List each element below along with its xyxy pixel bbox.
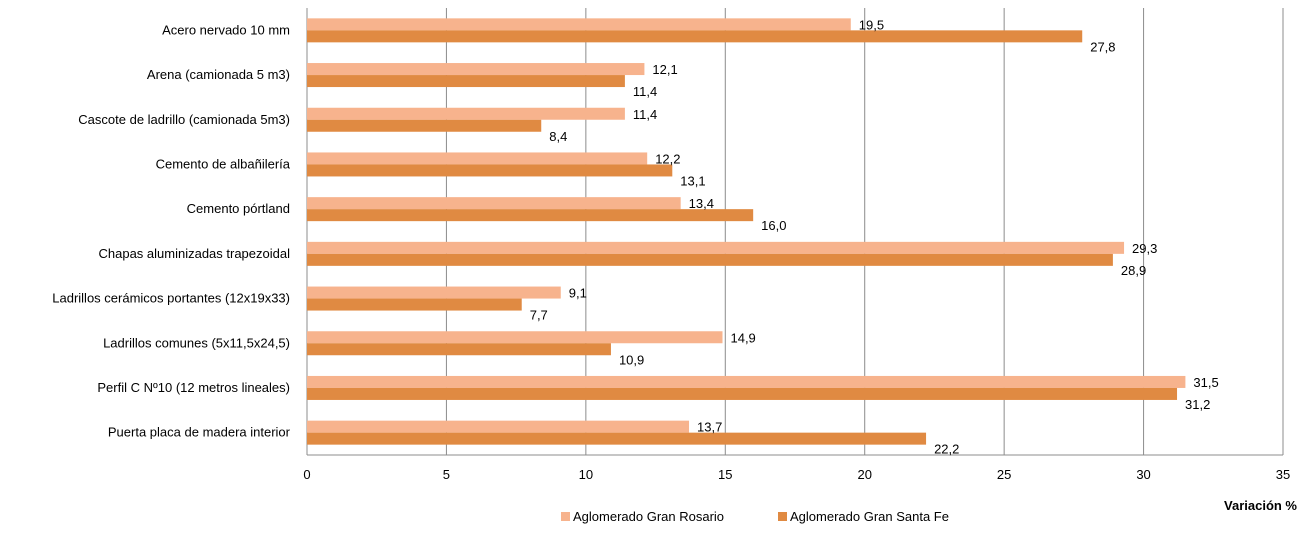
data-label-rosario-3: 12,2 [655,151,680,166]
bar-santa-fe-8 [307,387,1178,400]
data-label-rosario-5: 29,3 [1132,241,1157,256]
category-label-6: Ladrillos cerámicos portantes (12x19x33) [52,291,290,306]
legend: Aglomerado Gran Rosario Aglomerado Gran … [561,509,949,524]
data-label-santa-fe-1: 11,4 [633,84,657,99]
data-label-santa-fe-8: 31,2 [1185,397,1210,412]
bar-santa-fe-9 [307,432,927,445]
bar-santa-fe-4 [307,209,754,222]
category-label-9: Puerta placa de madera interior [108,425,291,440]
bar-rosario-3 [307,152,648,165]
bar-rosario-2 [307,107,625,120]
legend-label-santa-fe: Aglomerado Gran Santa Fe [790,509,949,524]
category-label-3: Cemento de albañilería [156,156,291,171]
bar-santa-fe-7 [307,343,611,356]
data-label-rosario-9: 13,7 [697,420,722,435]
x-tick-label-5: 25 [997,467,1011,482]
legend-label-rosario: Aglomerado Gran Rosario [573,509,724,524]
x-tick-label-7: 35 [1276,467,1290,482]
data-label-santa-fe-7: 10,9 [619,352,644,367]
data-label-rosario-2: 11,4 [633,107,657,122]
category-label-8: Perfil C Nº10 (12 metros lineales) [97,380,290,395]
bar-rosario-0 [307,18,851,31]
bar-rosario-5 [307,241,1125,254]
bar-rosario-6 [307,286,561,299]
legend-swatch-santa-fe [778,512,787,521]
data-label-rosario-0: 19,5 [859,17,884,32]
x-tick-label-0: 0 [303,467,310,482]
data-label-santa-fe-5: 28,9 [1121,263,1146,278]
category-label-4: Cemento pórtland [187,201,290,216]
bar-santa-fe-2 [307,119,542,132]
x-tick-label-6: 30 [1136,467,1150,482]
bar-santa-fe-6 [307,298,522,311]
data-label-santa-fe-4: 16,0 [761,218,786,233]
data-label-rosario-8: 31,5 [1193,375,1218,390]
data-label-rosario-4: 13,4 [689,196,714,211]
bar-santa-fe-3 [307,164,673,177]
bar-rosario-1 [307,63,645,76]
category-label-5: Chapas aluminizadas trapezoidal [98,246,290,261]
bar-rosario-8 [307,375,1186,388]
bars-layer [307,18,1186,445]
data-label-santa-fe-6: 7,7 [530,308,548,323]
data-label-rosario-1: 12,1 [652,62,677,77]
category-label-7: Ladrillos comunes (5x11,5x24,5) [103,335,290,350]
bar-santa-fe-1 [307,75,625,88]
x-tick-labels-layer: 0 5 10 15 20 25 30 35 [303,467,1290,482]
bar-santa-fe-5 [307,253,1113,266]
data-label-santa-fe-2: 8,4 [549,129,567,144]
bar-rosario-9 [307,420,690,433]
category-label-2: Cascote de ladrillo (camionada 5m3) [78,112,290,127]
category-label-0: Acero nervado 10 mm [162,22,290,37]
category-label-1: Arena (camionada 5 m3) [147,67,290,82]
x-tick-label-2: 10 [579,467,593,482]
bar-rosario-7 [307,331,723,344]
x-axis-title: Variación % [1224,498,1297,513]
data-labels-layer: 19,5 27,8 12,1 11,4 11,4 8,4 12,213,1 13,4 16,0 2… [530,17,1219,456]
legend-swatch-rosario [561,512,570,521]
data-label-santa-fe-9: 22,2 [934,442,959,457]
data-label-rosario-7: 14,9 [730,330,755,345]
x-tick-label-3: 15 [718,467,732,482]
data-label-santa-fe-3: 13,1 [680,173,705,188]
bar-santa-fe-0 [307,30,1083,43]
x-tick-label-1: 5 [443,467,450,482]
bar-rosario-4 [307,197,681,210]
data-label-rosario-6: 9,1 [569,286,587,301]
category-labels-layer: Acero nervado 10 mm Arena (camionada 5 m3… [52,22,291,439]
data-label-santa-fe-0: 27,8 [1090,39,1115,54]
x-tick-label-4: 20 [857,467,871,482]
